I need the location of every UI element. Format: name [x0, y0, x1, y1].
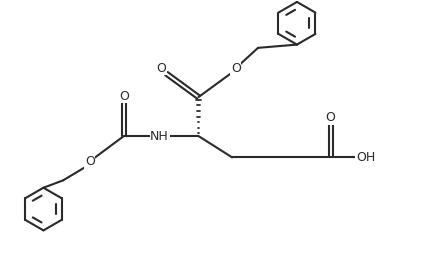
Text: O: O — [325, 111, 336, 124]
Text: O: O — [119, 90, 129, 103]
Text: O: O — [231, 62, 241, 75]
Text: O: O — [156, 62, 166, 75]
Text: OH: OH — [356, 151, 375, 164]
Text: O: O — [85, 155, 95, 168]
Text: NH: NH — [150, 129, 169, 143]
